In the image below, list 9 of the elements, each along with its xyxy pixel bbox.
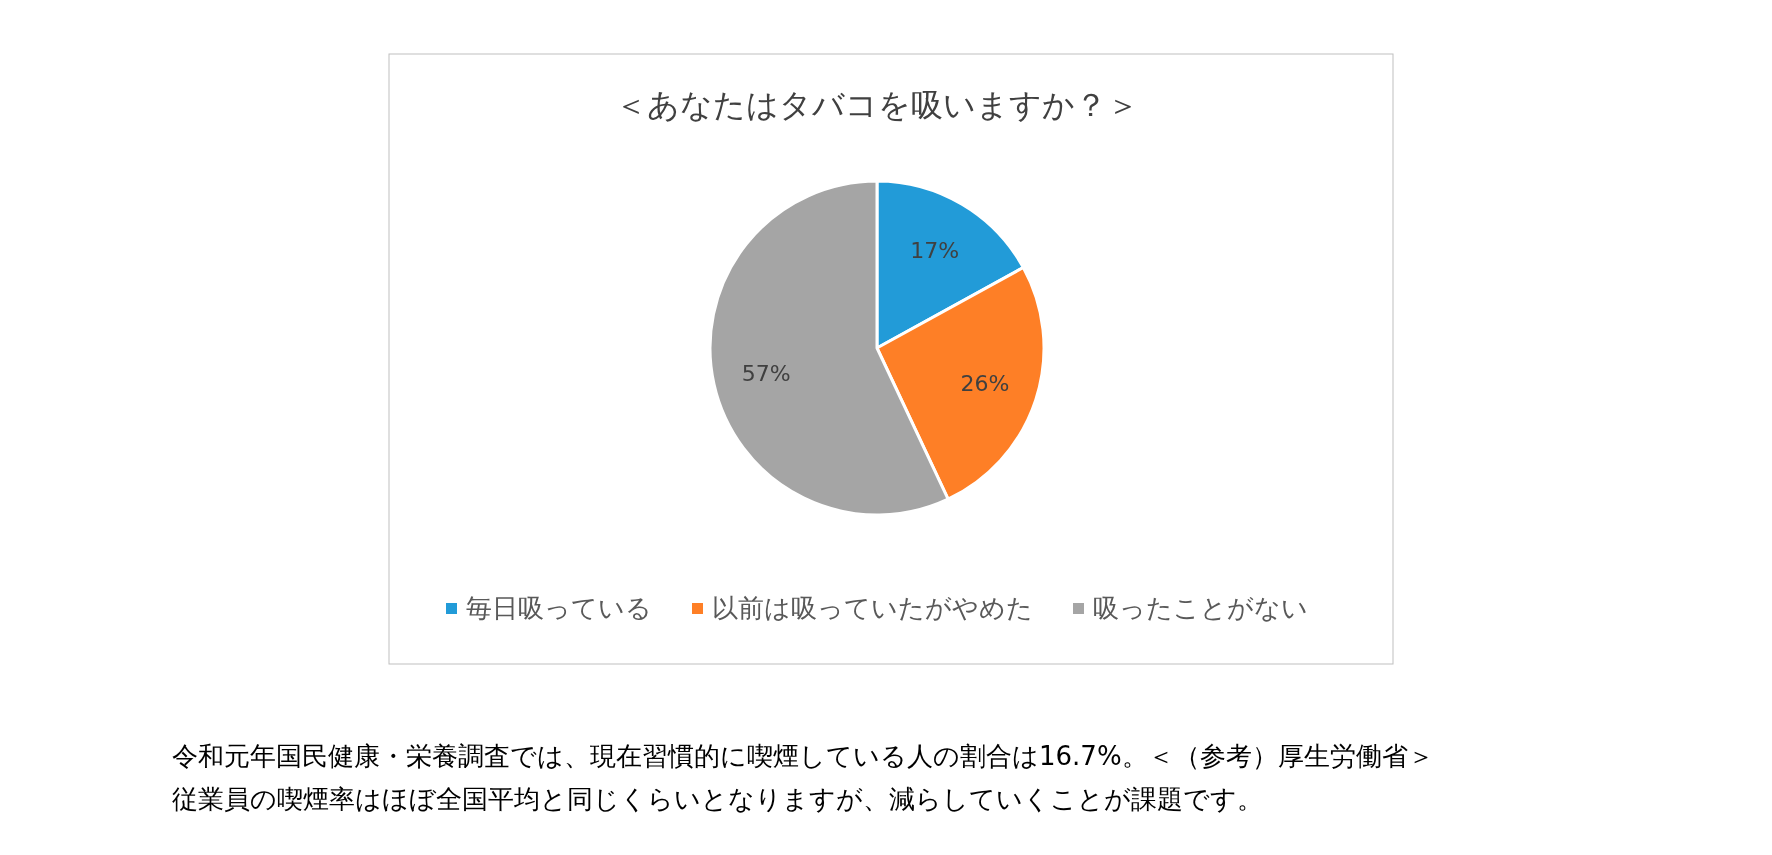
data-label: 57% — [741, 360, 791, 386]
legend-label: 毎日吸っている — [466, 593, 652, 623]
text: 従業員の喫煙率はほぼ全国平均と同じくらいとなりますが、減らしていくことが課題です。 — [172, 784, 1263, 814]
chart-title: ＜あなたはタバコを吸いますか？＞ — [615, 86, 1139, 124]
data-label: 17% — [910, 238, 960, 264]
data-label: 26% — [960, 371, 1010, 397]
legend-label: 吸ったことがない — [1093, 593, 1308, 623]
text: 令和元年国民健康・栄養調査では、現在習慣的に喫煙している人の割合は16.7%。＜（参考）厚生労働省＞ — [172, 741, 1434, 771]
legend-label: 以前は吸っていたがやめた — [712, 593, 1033, 623]
